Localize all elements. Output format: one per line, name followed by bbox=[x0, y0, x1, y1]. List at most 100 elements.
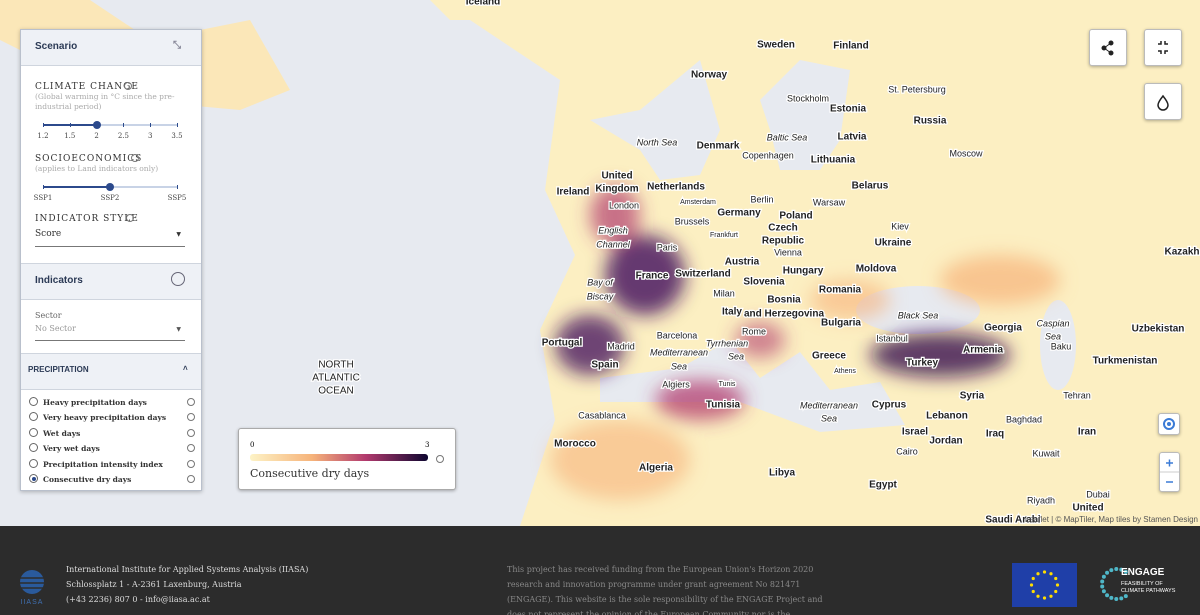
socio-slider[interactable]: SSP1 SSP2 SSP5 bbox=[21, 180, 201, 210]
radio[interactable] bbox=[29, 443, 38, 453]
slider-handle[interactable] bbox=[92, 121, 101, 129]
slider-handle[interactable] bbox=[106, 183, 114, 191]
radio[interactable] bbox=[29, 458, 38, 468]
slider-fill bbox=[43, 186, 110, 188]
option-label: Wet days bbox=[43, 428, 81, 438]
precip-header[interactable]: PRECIPITATION ˄ bbox=[21, 353, 201, 390]
star bbox=[1036, 594, 1040, 598]
slider-tick-label[interactable]: 3.5 bbox=[171, 132, 183, 140]
map-label: Kazakh bbox=[1164, 247, 1199, 258]
logo-dot bbox=[1123, 569, 1128, 574]
map-label: Amsterdam bbox=[680, 199, 716, 206]
star bbox=[1049, 594, 1053, 598]
slider-tick-label[interactable]: SSP1 bbox=[33, 194, 53, 202]
map-label: Tehran bbox=[1063, 390, 1091, 400]
engage-logo: ENGAGE FEASIBILITY OF CLIMATE PATHWAYS bbox=[1100, 567, 1176, 601]
map-label: North Sea bbox=[637, 137, 678, 147]
sector-select[interactable]: No Sector ▼ bbox=[35, 324, 185, 341]
map-label: Georgia bbox=[984, 323, 1022, 334]
option[interactable]: Very wet days bbox=[29, 443, 100, 453]
logo-dot bbox=[1119, 567, 1124, 572]
slider-tick bbox=[43, 185, 44, 189]
info-icon[interactable] bbox=[187, 428, 195, 437]
map: Iceland Sweden Finland Norway St. Petersburg… bbox=[0, 0, 1200, 526]
map-label: Morocco bbox=[554, 439, 596, 450]
info-icon[interactable] bbox=[187, 459, 195, 468]
radio[interactable] bbox=[29, 397, 38, 406]
star bbox=[1031, 576, 1035, 581]
map-label: Republic bbox=[762, 236, 805, 247]
option-label: Heavy precipitation days bbox=[43, 398, 147, 407]
info-icon[interactable] bbox=[187, 475, 195, 483]
option[interactable]: Precipitation intensity index bbox=[29, 458, 163, 469]
style-select[interactable]: Score ▼ bbox=[35, 229, 185, 247]
map-label: Kuwait bbox=[1032, 448, 1060, 458]
climate-slider[interactable]: 1.2 1.5 2 2.5 3 3.5 bbox=[21, 118, 201, 148]
info-icon[interactable] bbox=[436, 455, 444, 463]
info-icon[interactable] bbox=[187, 398, 195, 406]
zoom-control[interactable] bbox=[1159, 452, 1180, 492]
radio[interactable] bbox=[29, 474, 38, 483]
map-label: Baghdad bbox=[1006, 414, 1042, 424]
map-label: Biscay bbox=[587, 291, 614, 301]
scenario-header[interactable]: Scenario ⤡ bbox=[21, 30, 201, 66]
info-icon[interactable] bbox=[187, 444, 195, 453]
share-button[interactable] bbox=[1089, 29, 1127, 66]
footer: IIASA International Institute for Applie… bbox=[0, 526, 1200, 615]
radio[interactable] bbox=[29, 412, 38, 422]
option-label: Very heavy precipitation days bbox=[43, 413, 167, 423]
star bbox=[1054, 589, 1058, 594]
map-label: Moldova bbox=[856, 264, 897, 275]
option-label: Very wet days bbox=[43, 444, 100, 454]
map-label: Tunis bbox=[719, 381, 736, 388]
info-icon[interactable] bbox=[131, 154, 139, 162]
address-line: Schlossplatz 1 - A-2361 Laxenburg, Austr… bbox=[66, 580, 242, 589]
logo-dot bbox=[1109, 568, 1114, 573]
map-label: Norway bbox=[691, 70, 728, 81]
locate-button[interactable] bbox=[1158, 413, 1180, 435]
color-button[interactable] bbox=[1144, 83, 1182, 120]
info-icon[interactable] bbox=[124, 82, 132, 90]
logo-dot bbox=[1101, 589, 1106, 594]
socio-note: (applies to Land indicators only) bbox=[35, 164, 159, 173]
collapse-icon[interactable]: ⤡ bbox=[173, 40, 181, 51]
map-label: Libya bbox=[769, 468, 796, 479]
map-label: Tyrrhenian bbox=[706, 338, 748, 348]
map-label: Black Sea bbox=[898, 310, 939, 320]
map-label: Berlin bbox=[750, 194, 773, 204]
option[interactable]: Wet days bbox=[29, 427, 81, 438]
logo-dot bbox=[1100, 579, 1105, 584]
map-label: Ireland bbox=[557, 187, 590, 198]
map-label: Austria bbox=[725, 257, 760, 268]
slider-tick bbox=[177, 185, 178, 189]
slider-tick-label[interactable]: SSP2 bbox=[100, 194, 120, 202]
slider-tick-label[interactable]: 1.2 bbox=[37, 132, 49, 140]
map-label: NORTH bbox=[318, 360, 353, 371]
info-icon[interactable] bbox=[126, 214, 134, 222]
address-line: (+43 2236) 807 0 - info@iiasa.ac.at bbox=[66, 595, 210, 604]
info-icon[interactable] bbox=[187, 413, 195, 422]
map-label: Mediterranean bbox=[650, 347, 708, 357]
slider-tick-label[interactable]: 2 bbox=[94, 132, 99, 140]
map-label: Brussels bbox=[675, 216, 710, 226]
option[interactable]: Very heavy precipitation days bbox=[29, 412, 166, 422]
star bbox=[1054, 576, 1058, 581]
map-label: Sea bbox=[1045, 331, 1061, 341]
slider-tick bbox=[69, 123, 71, 127]
legend-min: 0 bbox=[250, 441, 255, 449]
option[interactable]: Consecutive dry days bbox=[29, 474, 131, 484]
indicators-header[interactable]: Indicators bbox=[21, 263, 201, 300]
map-label: St. Petersburg bbox=[888, 84, 946, 94]
slider-tick-label[interactable]: 2.5 bbox=[117, 132, 129, 140]
map-label: Cyprus bbox=[872, 400, 907, 411]
fullscreen-button[interactable] bbox=[1144, 29, 1182, 66]
map-label: Greece bbox=[812, 351, 846, 362]
logo-dot bbox=[1105, 593, 1110, 598]
slider-tick-label[interactable]: SSP5 bbox=[167, 194, 187, 202]
option[interactable]: Heavy precipitation days bbox=[29, 397, 147, 407]
funding-line: research and innovation programme under … bbox=[507, 580, 801, 589]
slider-tick-label[interactable]: 3 bbox=[147, 132, 153, 140]
radio[interactable] bbox=[29, 427, 38, 437]
map-label: Jordan bbox=[929, 436, 962, 447]
slider-tick-label[interactable]: 1.5 bbox=[64, 132, 76, 140]
